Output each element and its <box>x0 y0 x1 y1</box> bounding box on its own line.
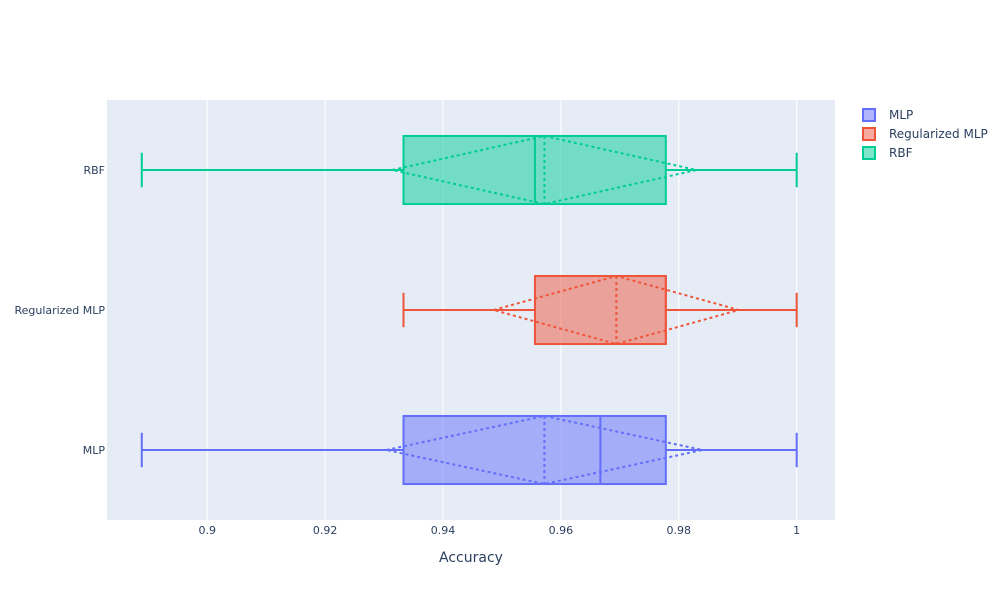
x-tick-label: 0.92 <box>313 524 338 537</box>
x-tick-label: 1 <box>793 524 800 537</box>
x-tick-label: 0.96 <box>549 524 574 537</box>
legend-item[interactable]: Regularized MLP <box>862 127 988 141</box>
y-axis-ticks: MLP Regularized MLP RBF <box>14 164 105 457</box>
legend-label: MLP <box>889 108 913 122</box>
legend-label: RBF <box>889 146 913 160</box>
x-tick-label: 0.98 <box>667 524 692 537</box>
box-iqr <box>533 274 667 346</box>
y-tick-label: RBF <box>83 164 105 177</box>
legend[interactable]: MLP Regularized MLP RBF <box>862 108 988 160</box>
box-series <box>140 134 798 486</box>
legend-swatch <box>862 127 876 141</box>
box-mlp <box>140 414 798 486</box>
box-regularized-mlp <box>402 274 798 346</box>
legend-swatch <box>862 108 876 122</box>
x-tick-label: 0.9 <box>198 524 216 537</box>
y-tick-label: MLP <box>83 444 106 457</box>
legend-swatch <box>862 146 876 160</box>
x-axis-title: Accuracy <box>439 550 503 566</box>
box-rbf <box>140 134 798 206</box>
legend-label: Regularized MLP <box>889 127 988 141</box>
legend-item[interactable]: RBF <box>862 146 913 160</box>
box-iqr <box>402 414 667 486</box>
sd-diamond <box>489 274 743 346</box>
x-tick-label: 0.94 <box>431 524 456 537</box>
x-axis-ticks: 0.9 0.92 0.94 0.96 0.98 1 <box>198 524 800 537</box>
y-tick-label: Regularized MLP <box>14 304 105 317</box>
legend-item[interactable]: MLP <box>862 108 913 122</box>
sd-diamond <box>392 134 697 206</box>
